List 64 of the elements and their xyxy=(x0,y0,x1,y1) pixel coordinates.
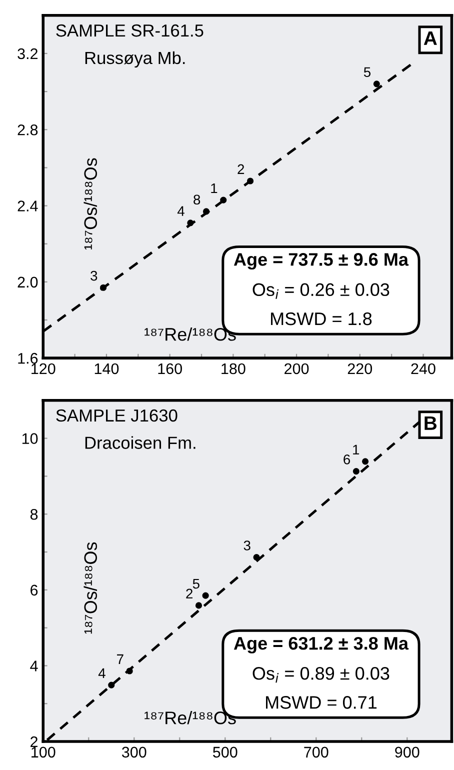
annotation: MSWD = 0.71 xyxy=(266,696,377,709)
point xyxy=(187,220,194,226)
text: Dracoisen Fm. xyxy=(85,436,196,449)
annotation: 5 xyxy=(192,578,200,589)
annotation: Os$_{i}$ = 0.26 ± 0.03 xyxy=(252,283,390,299)
annotation: Age = 631.2 ± 3.8 Ma xyxy=(234,636,409,654)
annotation: 3 xyxy=(90,270,98,281)
chart-title: SAMPLE J1630 xyxy=(56,409,178,422)
annotation: 1 xyxy=(353,444,360,454)
annotation: 4 xyxy=(177,206,184,216)
chart-title: SAMPLE SR-161.5 xyxy=(56,24,204,37)
x-tick-label: 300 xyxy=(122,746,146,758)
x-tick-label: 200 xyxy=(284,363,309,374)
annotation: 6 xyxy=(344,454,350,464)
point xyxy=(246,178,254,184)
x-tick-label: 100 xyxy=(32,746,56,758)
y-tick-label: 2.0 xyxy=(18,276,38,288)
y-axis-title: ¹⁸⁷Os/¹⁸⁸Os xyxy=(84,158,98,250)
annotation: A xyxy=(424,32,437,45)
y-tick-label: 2.8 xyxy=(18,124,38,136)
annotation: B xyxy=(424,416,437,430)
x-tick-label: 900 xyxy=(395,746,420,758)
annotation: 3 xyxy=(244,540,250,550)
x-tick-label: 180 xyxy=(222,363,246,374)
y-tick-label: 2.4 xyxy=(18,200,38,212)
point xyxy=(373,80,380,88)
point xyxy=(202,208,210,215)
annotation: 5 xyxy=(364,67,371,78)
annotation: MSWD = 1.8 xyxy=(271,312,372,326)
point xyxy=(108,682,115,688)
x-tick-label: 220 xyxy=(348,363,372,374)
point xyxy=(253,554,260,561)
point xyxy=(202,592,209,599)
x-tick-label: 160 xyxy=(158,363,182,374)
y-tick-label: 10 xyxy=(22,433,38,444)
annotation: 2 xyxy=(186,588,192,598)
point xyxy=(126,668,133,674)
y-tick-label: 3.2 xyxy=(18,48,38,60)
y-tick-label: 4 xyxy=(30,660,38,672)
point xyxy=(220,196,227,204)
annotation: 1 xyxy=(211,183,218,193)
x-tick-label: 700 xyxy=(304,746,328,758)
x-tick-label: 140 xyxy=(94,363,119,374)
x-axis-title: ¹⁸⁷Re/¹⁸⁸Os xyxy=(144,328,236,341)
annotation: Age = 737.5 ± 9.6 Ma xyxy=(234,253,409,270)
x-tick-label: 240 xyxy=(411,363,436,374)
y-axis-title: ¹⁸⁷Os/¹⁸⁸Os xyxy=(84,542,98,634)
y-tick-label: 6 xyxy=(30,584,38,596)
point xyxy=(352,468,360,475)
text: Russøya Mb. xyxy=(85,51,185,68)
x-tick-label: 120 xyxy=(32,363,56,374)
x-axis-title: ¹⁸⁷Re/¹⁸⁸Os xyxy=(144,711,236,724)
y-tick-label: 1.6 xyxy=(18,352,38,364)
x-tick-label: 500 xyxy=(213,746,238,758)
annotation: 7 xyxy=(117,654,124,664)
y-tick-label: 2 xyxy=(30,736,38,748)
point xyxy=(195,602,202,609)
annotation: 4 xyxy=(98,668,106,678)
annotation: 2 xyxy=(238,164,244,174)
point xyxy=(100,284,107,291)
annotation: Os$_{i}$ = 0.89 ± 0.03 xyxy=(252,667,390,683)
point xyxy=(362,458,369,465)
annotation: 8 xyxy=(194,194,200,205)
y-tick-label: 8 xyxy=(30,508,38,520)
